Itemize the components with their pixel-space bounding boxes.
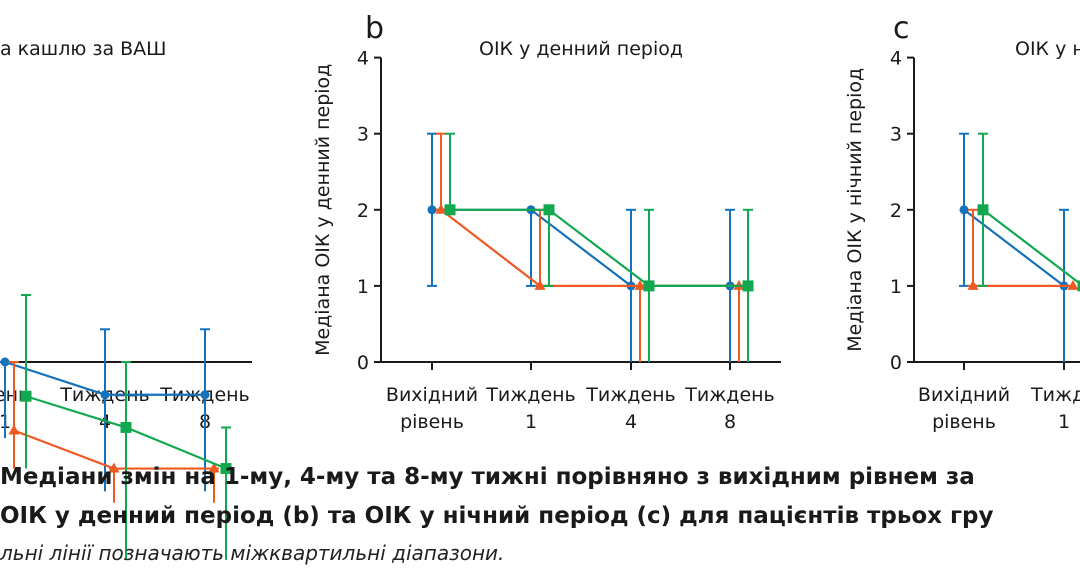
- x-tick-label: Тиждень: [684, 384, 775, 406]
- y-tick-label: 2: [357, 200, 369, 222]
- x-tick-label: рівень: [932, 411, 996, 433]
- series-blue: [0, 328, 210, 492]
- series-line: [440, 208, 739, 287]
- data-point-triangle: [634, 279, 646, 290]
- panel-letter: b: [365, 11, 384, 46]
- series-line: [450, 208, 748, 287]
- y-tick-label: 3: [357, 124, 369, 146]
- data-point-triangle: [108, 462, 120, 473]
- series-orange: [967, 208, 1079, 290]
- series-green: [444, 132, 754, 362]
- data-point-circle: [959, 205, 969, 215]
- y-tick-label: 3: [890, 124, 902, 146]
- panel-c: c ОІК у н Медіана ОІК у нічний період 0 1 2 3 4…: [844, 11, 1080, 433]
- x-tick-label: Вихідний: [918, 384, 1010, 406]
- y-tick-label: 4: [890, 48, 902, 70]
- series-green: [977, 132, 1080, 292]
- panel-title: ОІК у денний період: [479, 38, 683, 60]
- data-point-square: [643, 280, 655, 292]
- data-point-circle: [200, 390, 210, 400]
- panel-b: b ОІК у денний період Медіана ОІК у денний…: [312, 11, 781, 433]
- series-green: [20, 294, 232, 560]
- x-tick-label: Тиждень: [485, 384, 576, 406]
- series-blue: [427, 132, 735, 362]
- data-point-triangle: [534, 279, 546, 290]
- data-point-circle: [0, 357, 10, 367]
- data-point-circle: [427, 205, 437, 215]
- panel-title: а кашлю за ВАШ: [0, 38, 167, 60]
- series-orange: [435, 132, 745, 362]
- data-point-triangle: [1067, 279, 1079, 290]
- data-point-square: [543, 204, 555, 216]
- y-axis-title: Медіана ОІК у денний період: [312, 64, 334, 356]
- data-point-triangle: [967, 279, 979, 290]
- data-point-square: [20, 390, 32, 402]
- data-point-square: [220, 463, 232, 475]
- panel-a: а кашлю за ВАШдень1Тиждень4Тиждень8: [0, 38, 252, 560]
- y-tick-label: 4: [357, 48, 369, 70]
- data-point-square: [120, 421, 132, 433]
- caption-note: льні лінії позначають міжквартильні діап…: [0, 541, 505, 565]
- x-tick-label: Тижде: [1030, 384, 1080, 406]
- x-tick-label: 1: [525, 411, 537, 433]
- data-point-square: [444, 204, 456, 216]
- x-tick-label: 1: [1058, 411, 1070, 433]
- x-tick-label: Вихідний: [386, 384, 478, 406]
- caption-line-2: ОІК у денний період (b) та ОІК у нічний …: [0, 503, 994, 529]
- x-tick-label: 8: [724, 411, 736, 433]
- y-tick-label: 1: [357, 276, 369, 298]
- caption-line-1: Медіани змін на 1-му, 4-му та 8-му тижні…: [0, 464, 975, 490]
- series-line: [432, 208, 730, 287]
- panel-letter: c: [893, 11, 910, 46]
- data-point-square: [977, 204, 989, 216]
- series-line: [963, 208, 1065, 287]
- y-axis-title: Медіана ОІК у нічний період: [844, 68, 866, 352]
- panel-title: ОІК у н: [1015, 38, 1080, 60]
- data-point-triangle: [208, 462, 220, 473]
- data-point-triangle: [8, 424, 20, 435]
- series-line: [982, 208, 1080, 285]
- series-orange: [8, 361, 220, 503]
- data-point-square: [742, 280, 754, 292]
- x-tick-label: Тиждень: [585, 384, 676, 406]
- data-point-circle: [100, 390, 110, 400]
- data-point-square: [1077, 280, 1080, 292]
- y-tick-label: 0: [357, 352, 369, 374]
- series-blue: [959, 132, 1069, 362]
- x-tick-label: 4: [625, 411, 637, 433]
- y-tick-label: 1: [890, 276, 902, 298]
- y-tick-label: 2: [890, 200, 902, 222]
- data-point-triangle: [435, 203, 447, 214]
- x-tick-label: рівень: [400, 411, 464, 433]
- y-tick-label: 0: [890, 352, 902, 374]
